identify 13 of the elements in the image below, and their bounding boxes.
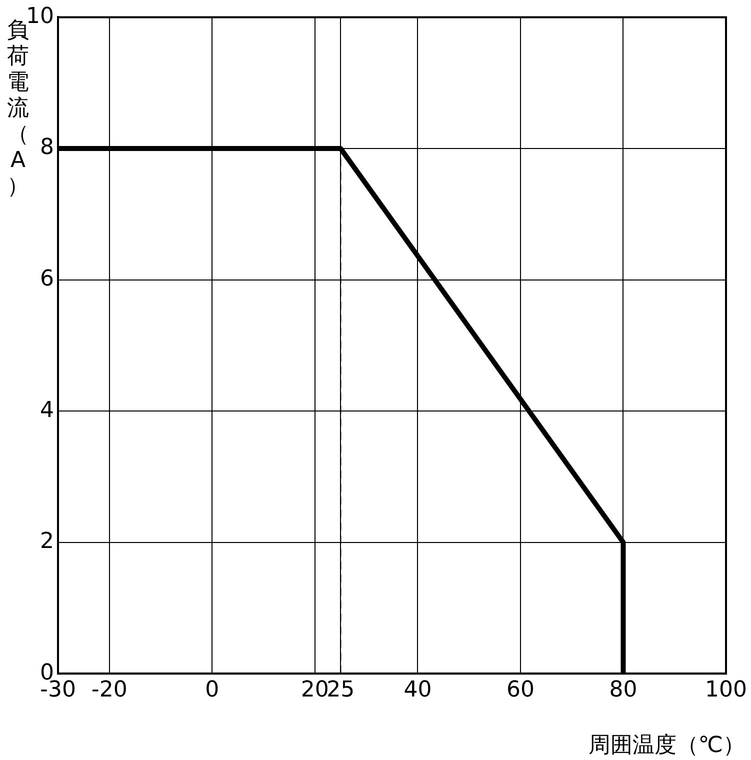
x-tick-label: 100	[705, 678, 748, 703]
y-tick-label: 2	[40, 529, 54, 554]
y-tick-label: 6	[40, 266, 54, 292]
x-tick-label: 60	[506, 678, 534, 703]
x-tick-label: 80	[609, 678, 638, 703]
x-tick-label: 0	[205, 678, 220, 703]
x-axis-title: 周囲温度（℃）	[588, 732, 745, 760]
x-tick-label: -20	[91, 678, 128, 703]
x-tick-label: 25	[326, 678, 355, 703]
x-tick-label: 40	[404, 678, 432, 703]
y-tick-label: 4	[40, 398, 54, 423]
y-tick-label: 8	[40, 135, 54, 160]
x-tick-label: 20	[300, 678, 329, 703]
